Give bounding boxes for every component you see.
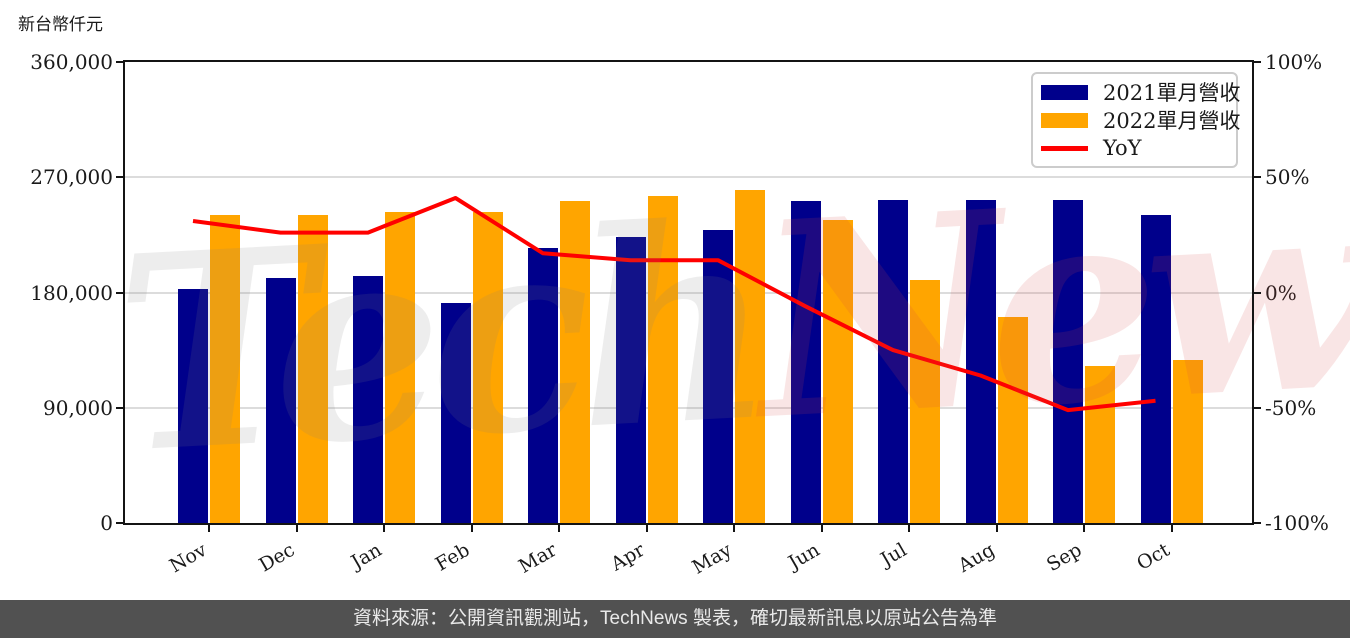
left-tick-270000 — [116, 176, 125, 179]
x-tick-label-Dec: Dec — [254, 538, 298, 577]
right-tick-label-50: 50% — [1265, 165, 1310, 190]
bar-2022-Nov — [210, 215, 240, 523]
right-tick-label-0: 0% — [1265, 280, 1297, 305]
right-tick--50 — [1252, 406, 1261, 409]
bar-2022-Jul — [910, 279, 940, 523]
bar-2022-May — [735, 190, 765, 523]
x-tick-label-Jun: Jun — [784, 538, 823, 574]
bar-2021-Nov — [178, 288, 208, 523]
x-tick-label-Apr: Apr — [606, 538, 648, 576]
right-tick-0 — [1252, 291, 1261, 294]
left-tick-label-180000: 180,000 — [30, 280, 113, 305]
x-tick-Aug — [995, 523, 998, 532]
bar-2021-Jan — [353, 275, 383, 523]
x-tick-label-Jul: Jul — [877, 538, 911, 571]
right-tick--100 — [1252, 522, 1261, 524]
gridline-180000 — [125, 291, 1252, 294]
bar-2021-Mar — [528, 247, 558, 523]
left-tick-label-270000: 270,000 — [30, 165, 113, 190]
x-tick-Nov — [208, 523, 210, 532]
bar-2022-Dec — [297, 215, 328, 523]
x-tick-label-Oct: Oct — [1132, 538, 1173, 575]
x-tick-label-Nov: Nov — [165, 538, 211, 578]
legend-label-2021: 2021單月營收 — [1103, 81, 1241, 105]
gridline-90000 — [125, 406, 1252, 409]
left-tick-180000 — [116, 291, 125, 294]
legend-label-yoy: YoY — [1103, 136, 1142, 160]
legend-item-2021: 2021單月營收 — [1041, 79, 1240, 105]
yoy-line — [192, 196, 1156, 413]
bar-2021-Feb — [440, 302, 471, 523]
x-tick-Sep — [1083, 523, 1085, 532]
x-tick-label-Feb: Feb — [431, 538, 473, 576]
bar-2021-Oct — [1140, 215, 1171, 523]
right-tick-100 — [1252, 61, 1261, 63]
legend-label-2022: 2022單月營收 — [1103, 109, 1241, 133]
legend-swatch-2022 — [1041, 112, 1088, 128]
x-tick-label-Jan: Jan — [347, 538, 386, 574]
x-tick-label-Aug: Aug — [953, 538, 998, 577]
bar-2022-Jan — [385, 212, 415, 523]
bar-2021-Sep — [1053, 199, 1083, 523]
bar-2021-Jul — [878, 200, 908, 523]
legend-swatch-yoy-line — [1041, 145, 1088, 151]
x-tick-label-May: May — [688, 538, 736, 579]
right-tick-50 — [1252, 176, 1261, 179]
right-tick-label--50: -50% — [1265, 395, 1317, 420]
yoy-line-chart — [192, 196, 1156, 413]
bar-2022-Oct — [1172, 360, 1203, 523]
x-tick-Oct — [1170, 523, 1173, 532]
footer-source-note: 資料來源：公開資訊觀測站，TechNews 製表，確切最新訊息以原站公告為準 — [0, 600, 1350, 638]
bar-2021-May — [703, 229, 733, 523]
bar-2022-Apr — [647, 196, 678, 523]
bar-2022-Aug — [997, 317, 1028, 523]
legend: 2021單月營收 2022單月營收 YoY — [1031, 72, 1240, 168]
legend-swatch-2021 — [1041, 84, 1088, 100]
x-tick-Apr — [645, 523, 648, 532]
x-tick-Mar — [558, 523, 560, 532]
left-tick-90000 — [116, 406, 125, 409]
x-tick-Jun — [820, 523, 823, 532]
bar-2021-Dec — [265, 278, 296, 523]
bar-2021-Apr — [615, 237, 646, 523]
x-tick-Feb — [470, 523, 473, 532]
x-tick-Jan — [383, 523, 385, 532]
left-tick-360000 — [116, 61, 125, 63]
bar-2021-Jun — [790, 200, 821, 523]
legend-item-2022: 2022單月營收 — [1041, 107, 1240, 133]
x-tick-label-Mar: Mar — [514, 538, 561, 578]
left-tick-label-0: 0 — [100, 511, 113, 535]
bar-2022-Sep — [1085, 365, 1115, 523]
legend-item-yoy: YoY — [1041, 135, 1236, 161]
right-tick-label--100: -100% — [1265, 511, 1329, 535]
left-tick-label-360000: 360,000 — [30, 50, 113, 74]
y-axis-unit-label: 新台幣仟元 — [18, 15, 103, 34]
plot-area: 2021單月營收 2022單月營收 YoY TechNews — [110, 60, 1350, 525]
bar-2022-Jun — [822, 219, 853, 523]
bar-2022-Feb — [472, 212, 503, 523]
left-tick-0 — [116, 522, 125, 524]
x-tick-Dec — [295, 523, 298, 532]
bar-2021-Aug — [965, 199, 996, 523]
x-tick-Jul — [908, 523, 910, 532]
gridline-270000 — [125, 176, 1252, 179]
left-tick-label-90000: 90,000 — [43, 395, 113, 420]
x-tick-May — [733, 523, 735, 532]
right-tick-label-100: 100% — [1265, 50, 1323, 74]
x-tick-label-Sep: Sep — [1042, 538, 1086, 577]
